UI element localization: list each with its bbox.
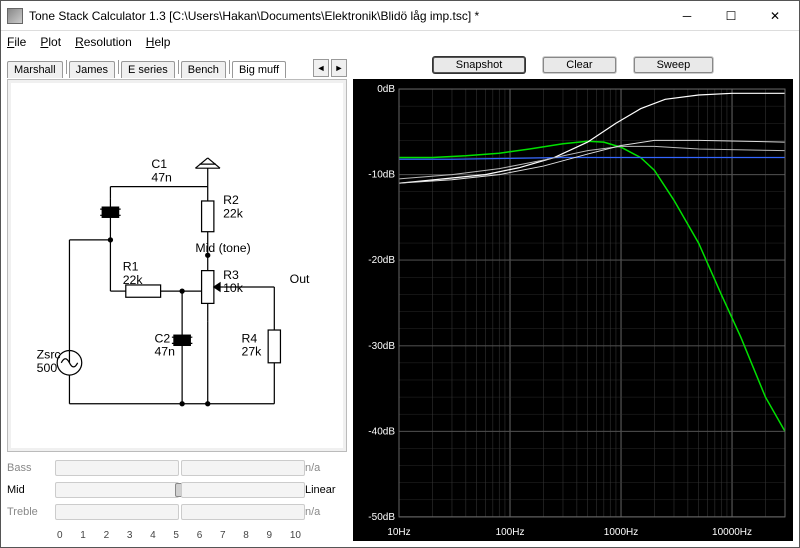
svg-text:1000Hz: 1000Hz <box>604 527 638 538</box>
treble-slider-row: Treble n/a <box>7 504 347 520</box>
clear-button[interactable]: Clear <box>543 57 615 73</box>
mid-slider-row: Mid Linear <box>7 482 347 498</box>
r3-name: R3 <box>223 268 239 282</box>
window-controls: ─ ☐ ✕ <box>665 2 797 30</box>
tab-marshall[interactable]: Marshall <box>7 61 63 78</box>
close-button[interactable]: ✕ <box>753 2 797 30</box>
menu-resolution[interactable]: Resolution <box>75 35 132 49</box>
tab-strip: Marshall James E series Bench Big muff ◄ ► <box>7 57 347 79</box>
bass-taper: n/a <box>305 462 347 474</box>
r1-val: 22k <box>123 273 144 287</box>
menu-help[interactable]: Help <box>146 35 171 49</box>
svg-text:-30dB: -30dB <box>368 341 395 352</box>
mid-slider[interactable] <box>55 482 305 498</box>
treble-label: Treble <box>7 506 55 518</box>
bass-slider-row: Bass n/a <box>7 460 347 476</box>
svg-text:-40dB: -40dB <box>368 426 395 437</box>
tab-scroll-left[interactable]: ◄ <box>313 59 329 77</box>
treble-taper: n/a <box>305 506 347 518</box>
mid-tone: Mid (tone) <box>195 241 250 255</box>
sweep-button[interactable]: Sweep <box>634 57 714 73</box>
bass-label: Bass <box>7 462 55 474</box>
r4-name: R4 <box>242 331 258 345</box>
menu-bar: File Plot Resolution Help <box>1 31 799 53</box>
c1-val: 47n <box>151 171 172 185</box>
snapshot-button[interactable]: Snapshot <box>433 57 525 73</box>
frequency-response-chart: 0dB -10dB -20dB -30dB -40dB -50dB 10Hz 100Hz 100… <box>353 79 793 541</box>
c1-name: C1 <box>151 157 167 171</box>
tab-big-muff[interactable]: Big muff <box>232 61 286 78</box>
r2-name: R2 <box>223 193 239 207</box>
r2-val: 22k <box>223 206 244 220</box>
maximize-button[interactable]: ☐ <box>709 2 753 30</box>
svg-text:0dB: 0dB <box>377 84 395 95</box>
r1-name: R1 <box>123 260 139 274</box>
c2-val: 47n <box>154 345 175 359</box>
r4-val: 27k <box>242 345 263 359</box>
tab-scroll-right[interactable]: ► <box>331 59 347 77</box>
svg-text:10000Hz: 10000Hz <box>712 527 752 538</box>
mid-label: Mid <box>7 484 55 496</box>
zsrc-name: Zsrc <box>37 348 61 362</box>
svg-text:10Hz: 10Hz <box>387 527 410 538</box>
svg-text:-50dB: -50dB <box>368 512 395 523</box>
svg-text:-10dB: -10dB <box>368 170 395 181</box>
zsrc-val: 500 <box>37 361 58 375</box>
bass-slider <box>55 460 305 476</box>
treble-slider <box>55 504 305 520</box>
tab-bench[interactable]: Bench <box>181 61 226 78</box>
out-label: Out <box>290 272 310 286</box>
menu-file[interactable]: File <box>7 35 26 49</box>
window-titlebar: Tone Stack Calculator 1.3 [C:\Users\Haka… <box>1 1 799 31</box>
c2-name: C2 <box>154 331 170 345</box>
app-icon <box>7 8 23 24</box>
svg-text:100Hz: 100Hz <box>496 527 525 538</box>
tab-e-series[interactable]: E series <box>121 61 175 78</box>
r3-val: 10k <box>223 281 244 295</box>
circuit-diagram: C1 47n R2 22k Mid (tone) R1 22k R3 10k O… <box>7 79 347 452</box>
svg-text:-20dB: -20dB <box>368 255 395 266</box>
mid-taper: Linear <box>305 484 347 496</box>
tab-james[interactable]: James <box>69 61 115 78</box>
slider-ruler: 012345678910 <box>7 530 347 541</box>
menu-plot[interactable]: Plot <box>40 35 61 49</box>
minimize-button[interactable]: ─ <box>665 2 709 30</box>
window-title: Tone Stack Calculator 1.3 [C:\Users\Haka… <box>29 9 665 23</box>
